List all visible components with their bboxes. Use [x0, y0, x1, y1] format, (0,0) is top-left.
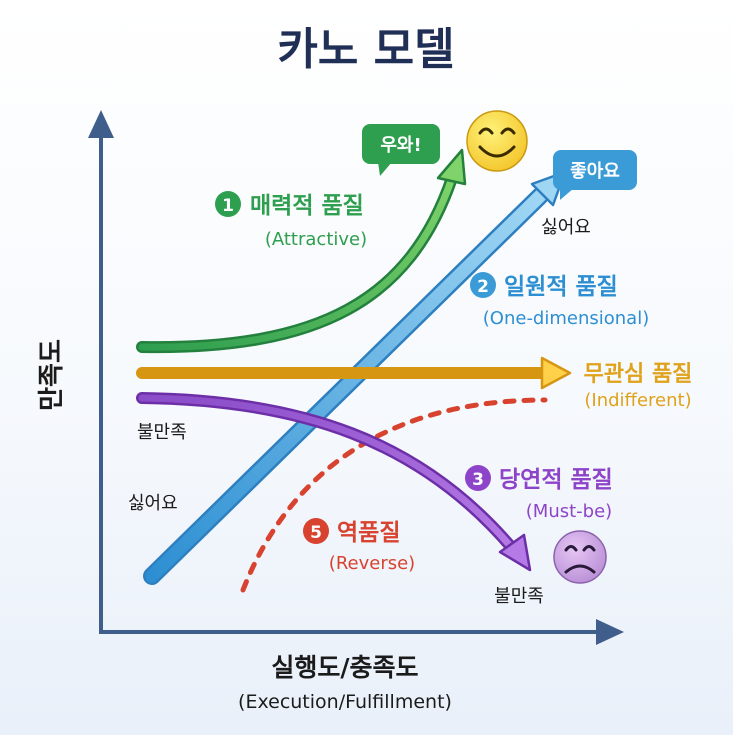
- smiley-face-icon: [466, 110, 528, 172]
- indifferent-label: 무관심 품질 (Indifferent): [584, 362, 693, 411]
- attractive-arrowhead-icon: [436, 148, 467, 186]
- reverse-name: 역품질: [337, 520, 400, 546]
- one-dimensional-number: 2: [477, 277, 489, 297]
- one-dimensional-bubble: 좋아요: [553, 150, 637, 200]
- must-be-english: (Must-be): [526, 501, 612, 522]
- attractive-label: 1 매력적 품질 (Attractive): [215, 191, 367, 250]
- must-be-start-label: 불만족: [137, 422, 187, 443]
- one-dimensional-name: 일원적 품질: [504, 274, 618, 300]
- page-title: 카노 모델: [277, 24, 454, 75]
- reverse-english: (Reverse): [329, 553, 415, 574]
- must-be-label: 3 당연적 품질 (Must-be): [465, 465, 613, 522]
- must-be-arrowhead-icon: [498, 533, 532, 572]
- indifferent-name: 무관심 품질: [584, 362, 693, 387]
- sad-face-icon: [553, 530, 607, 584]
- reverse-label: 5 역품질 (Reverse): [303, 518, 415, 574]
- one-dimensional-english: (One-dimensional): [483, 308, 649, 329]
- attractive-bubble: 우와!: [362, 124, 440, 176]
- reverse-curve: [240, 397, 548, 593]
- must-be-curve: [136, 392, 532, 572]
- attractive-bubble-text: 우와!: [380, 135, 421, 156]
- indifferent-curve: [136, 356, 572, 390]
- axes: [88, 110, 624, 645]
- must-be-name: 당연적 품질: [499, 467, 613, 493]
- attractive-name: 매력적 품질: [250, 193, 364, 219]
- attractive-number: 1: [222, 196, 234, 216]
- y-axis-arrow-icon: [88, 110, 114, 138]
- indifferent-arrowhead-icon: [540, 356, 572, 390]
- x-axis-label: 실행도/충족도: [271, 653, 418, 682]
- x-axis-sublabel: (Execution/Fulfillment): [238, 691, 452, 713]
- must-be-end-label: 불만족: [494, 586, 544, 607]
- attractive-english: (Attractive): [265, 229, 367, 250]
- attractive-curve: [136, 148, 467, 354]
- x-axis-arrow-icon: [596, 619, 624, 645]
- y-axis-label: 만족도: [37, 339, 67, 411]
- indifferent-english: (Indifferent): [584, 390, 691, 411]
- reverse-number: 5: [310, 523, 322, 543]
- one-dimensional-bottom-label: 싫어요: [128, 493, 178, 514]
- one-dimensional-top-label: 싫어요: [541, 217, 591, 238]
- must-be-number: 3: [472, 470, 484, 490]
- one-dimensional-bubble-text: 좋아요: [570, 161, 620, 182]
- one-dimensional-label: 2 일원적 품질 (One-dimensional): [470, 272, 649, 329]
